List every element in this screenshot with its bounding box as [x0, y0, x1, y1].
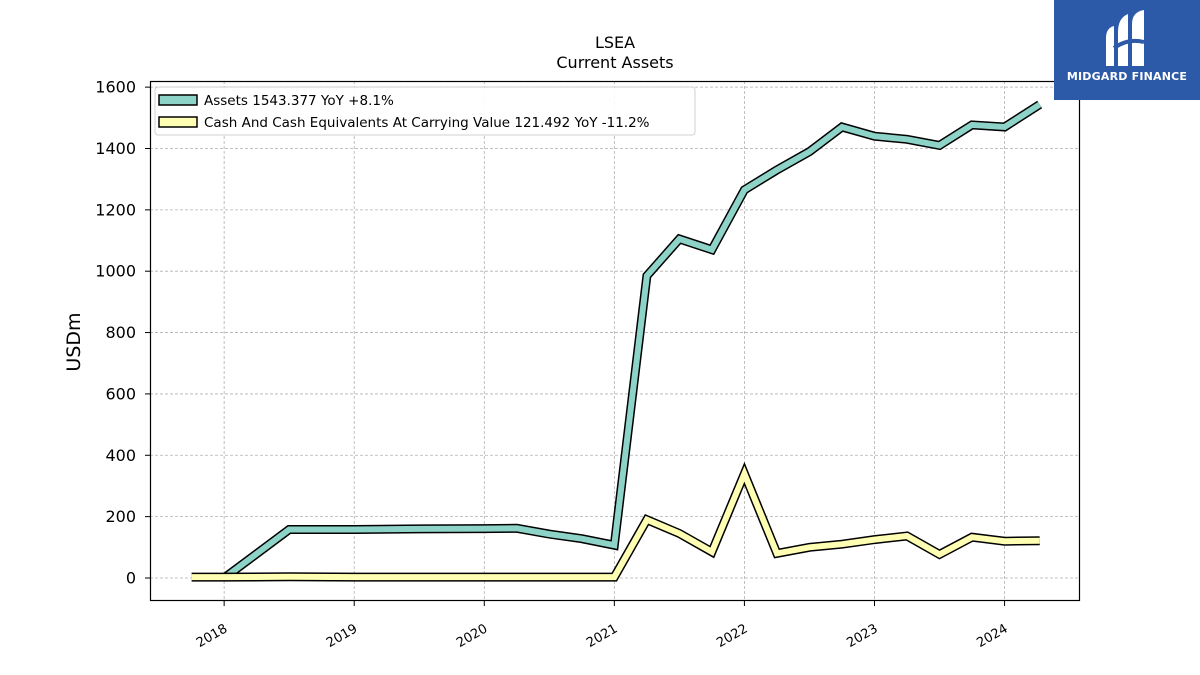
series-line-0 — [222, 101, 1042, 581]
y-tick-label: 1000 — [95, 262, 136, 281]
y-tick-label: 400 — [105, 446, 136, 465]
series-outline-0 — [221, 100, 1043, 582]
x-tick-label: 2019 — [324, 621, 360, 651]
series-layer — [191, 100, 1043, 582]
legend: Assets 1543.377 YoY +8.1% Cash And Cash E… — [154, 86, 696, 136]
y-tick-label: 0 — [126, 568, 136, 587]
series-line-1 — [191, 465, 1040, 581]
logo-mark-icon — [1106, 10, 1145, 66]
x-axis: 2018 2019 2020 2021 2022 2023 2024 — [194, 601, 1011, 651]
chart-title: LSEA — [595, 33, 635, 52]
midgard-finance-logo: MIDGARD FINANCE — [1054, 0, 1200, 100]
x-tick-label: 2023 — [844, 621, 880, 651]
y-tick-label: 200 — [105, 507, 136, 526]
x-tick-label: 2024 — [974, 621, 1010, 651]
y-tick-label: 1400 — [95, 139, 136, 158]
y-axis-label: USDm — [63, 312, 85, 371]
legend-swatch-0 — [158, 94, 198, 106]
logo-text: MIDGARD FINANCE — [1066, 70, 1188, 83]
plot-frame — [149, 80, 1081, 602]
y-tick-label: 600 — [105, 384, 136, 403]
chart-subtitle: Current Assets — [556, 53, 673, 72]
legend-label-1: Cash And Cash Equivalents At Carrying Va… — [204, 115, 650, 131]
y-tick-label: 1600 — [95, 78, 136, 97]
x-tick-label: 2022 — [714, 621, 750, 651]
x-tick-label: 2018 — [194, 621, 230, 651]
x-tick-label: 2021 — [584, 621, 620, 651]
grid-lines — [150, 81, 1080, 601]
legend-box — [154, 86, 696, 136]
x-tick-label: 2020 — [454, 621, 490, 651]
y-axis: 0 200 400 600 800 1000 1200 1400 1600 — [95, 78, 150, 587]
legend-swatch-1 — [158, 116, 198, 128]
y-tick-label: 1200 — [95, 200, 136, 219]
legend-label-0: Assets 1543.377 YoY +8.1% — [204, 93, 394, 109]
y-tick-label: 800 — [105, 323, 136, 342]
